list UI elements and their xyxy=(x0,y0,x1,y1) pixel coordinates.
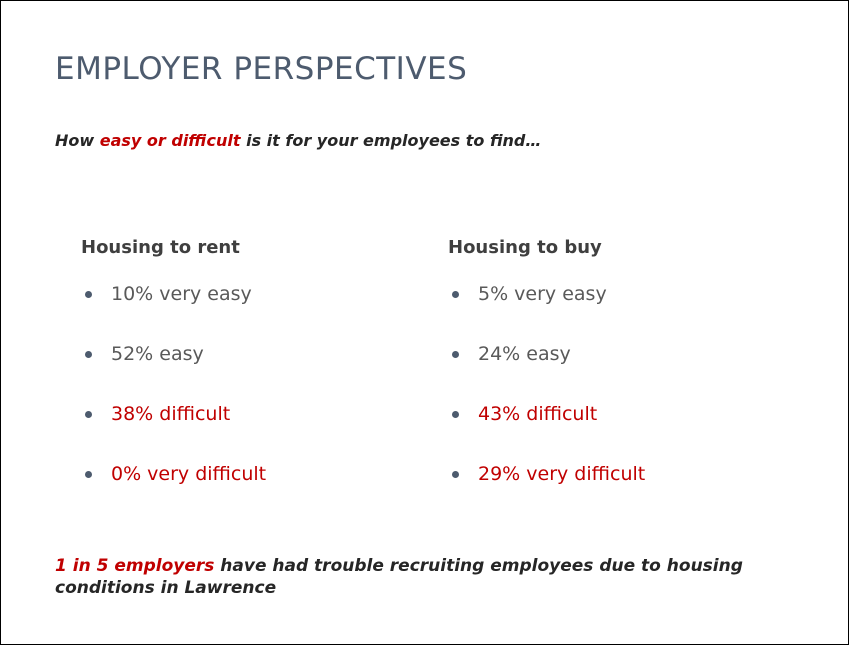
bullet-item: 5% very easy xyxy=(448,282,645,342)
bullet-item: 38% difficult xyxy=(81,402,266,462)
bullet-item: 29% very difficult xyxy=(448,462,645,522)
bullet xyxy=(85,411,92,418)
bullet-item: 0% very difficult xyxy=(81,462,266,522)
bullet-item: 24% easy xyxy=(448,342,645,402)
bullet-list: 5% very easy 24% easy 43% difficult 29% … xyxy=(448,282,645,522)
footer-highlight: 1 in 5 employers xyxy=(55,556,215,576)
column: Housing to rent 10% very easy 52% easy 3… xyxy=(81,237,266,522)
bullet-text: 38% difficult xyxy=(111,403,231,425)
bullet-text: 10% very easy xyxy=(111,283,252,305)
bullet xyxy=(452,351,459,358)
subtitle: How easy or difficult is it for your emp… xyxy=(55,131,541,150)
subtitle-highlight: easy or difficult xyxy=(99,131,241,150)
bullet-text: 29% very difficult xyxy=(478,463,646,485)
subtitle-text: is it for your employees to find… xyxy=(240,131,542,150)
bullet xyxy=(85,471,92,478)
bullet xyxy=(452,471,459,478)
bullet-text: 5% very easy xyxy=(478,283,607,305)
bullet xyxy=(85,351,92,358)
bullet-item: 43% difficult xyxy=(448,402,645,462)
bullet-text: 24% easy xyxy=(478,343,571,365)
column-heading: Housing to buy xyxy=(448,237,602,258)
bullet-text: 0% very difficult xyxy=(111,463,267,485)
bullet-item: 52% easy xyxy=(81,342,266,402)
bullet xyxy=(452,291,459,298)
slide-title: EMPLOYER PERSPECTIVES xyxy=(55,51,468,87)
bullet xyxy=(452,411,459,418)
bullet-text: 52% easy xyxy=(111,343,204,365)
bullet-text: 43% difficult xyxy=(478,403,598,425)
footer-text: have had trouble recruiting employees du… xyxy=(55,556,743,598)
column: Housing to buy 5% very easy 24% easy 43%… xyxy=(448,237,645,522)
bullet xyxy=(85,291,92,298)
subtitle-text: How xyxy=(55,131,100,150)
column-heading: Housing to rent xyxy=(81,237,240,258)
footer-note: 1 in 5 employers have had trouble recrui… xyxy=(55,555,795,599)
bullet-item: 10% very easy xyxy=(81,282,266,342)
bullet-list: 10% very easy 52% easy 38% difficult 0% … xyxy=(81,282,266,522)
